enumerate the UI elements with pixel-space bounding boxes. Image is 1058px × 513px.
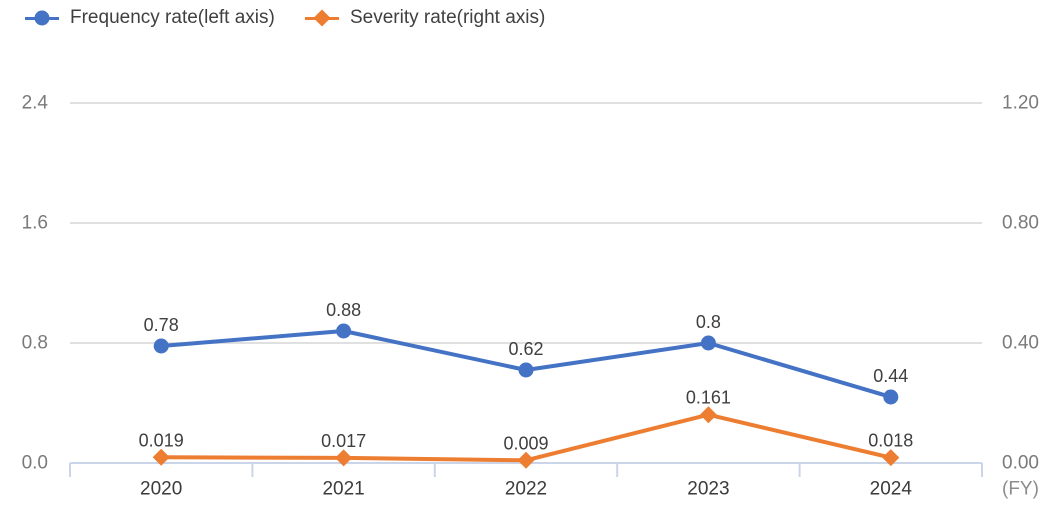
x-axis-category-label: 2024 (870, 479, 913, 500)
right-axis-tick-label: 1.20 (1002, 93, 1039, 114)
data-label: 0.009 (503, 433, 548, 453)
data-point-severity-2022 (517, 451, 535, 469)
right-axis-tick-label: 0.80 (1002, 213, 1039, 234)
x-axis-category-label: 2021 (322, 479, 364, 500)
legend: Frequency rate(left axis) Severity rate(… (0, 0, 1058, 34)
legend-item-frequency-rate: Frequency rate(left axis) (25, 5, 275, 31)
data-point-frequency-2020 (153, 338, 169, 354)
data-label: 0.62 (508, 339, 543, 359)
data-point-frequency-2021 (336, 323, 352, 339)
data-point-severity-2023 (699, 406, 717, 424)
data-label: 0.44 (873, 366, 908, 386)
data-point-severity-2024 (882, 449, 900, 467)
x-axis-category-label: 2020 (140, 479, 182, 500)
data-point-frequency-2024 (883, 389, 899, 405)
severity-line-marker (305, 9, 339, 27)
right-axis-tick-label: 0.40 (1002, 333, 1039, 354)
left-axis-tick-label: 0.0 (22, 453, 48, 474)
data-label: 0.78 (144, 315, 179, 335)
legend-item-severity-rate: Severity rate(right axis) (305, 5, 545, 31)
frequency-line-marker (25, 10, 59, 27)
left-axis-tick-label: 2.4 (22, 93, 49, 114)
left-axis-tick-label: 0.8 (22, 333, 48, 354)
data-label: 0.161 (686, 388, 731, 408)
data-label: 0.019 (139, 430, 184, 450)
x-axis-unit-label: (FY) (1002, 479, 1039, 500)
legend-label-frequency-rate: Frequency rate(left axis) (70, 7, 275, 28)
x-axis-category-label: 2022 (505, 479, 547, 500)
data-point-severity-2021 (335, 449, 353, 467)
data-label: 0.018 (868, 431, 913, 451)
legend-label-severity-rate: Severity rate(right axis) (350, 7, 546, 28)
data-label: 0.017 (321, 431, 366, 451)
left-axis-tick-label: 1.6 (22, 213, 48, 234)
data-point-severity-2020 (152, 448, 170, 466)
data-point-frequency-2023 (700, 335, 716, 351)
data-label: 0.8 (696, 312, 721, 332)
right-axis-tick-label: 0.00 (1002, 453, 1039, 474)
circle-marker-icon (34, 10, 50, 26)
data-point-frequency-2022 (518, 362, 534, 378)
data-label: 0.88 (326, 300, 361, 320)
x-axis-category-label: 2023 (687, 479, 729, 500)
